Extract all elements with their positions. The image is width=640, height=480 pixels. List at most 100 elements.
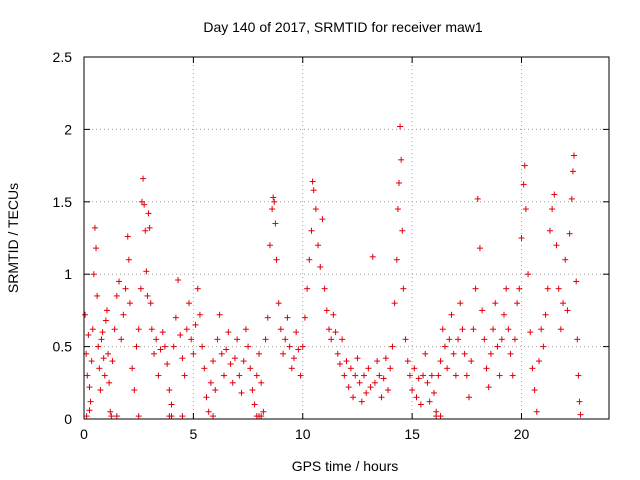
data-point [282, 336, 289, 343]
data-point [391, 300, 398, 307]
data-point [277, 326, 284, 333]
data-point [94, 292, 101, 299]
data-point [361, 372, 367, 379]
data-point [249, 387, 256, 394]
data-point [448, 311, 455, 318]
data-point [175, 276, 182, 283]
data-point [466, 394, 472, 401]
data-point [125, 256, 132, 263]
data-point [214, 336, 221, 343]
data-point [576, 398, 583, 405]
data-point [179, 355, 186, 362]
data-point [485, 384, 492, 391]
data-point [483, 365, 490, 372]
data-point [146, 224, 153, 231]
data-point [431, 389, 437, 396]
data-point [568, 195, 575, 202]
data-point [531, 387, 538, 394]
data-point [238, 389, 245, 396]
data-series [82, 123, 584, 420]
data-point [122, 285, 129, 292]
data-point [151, 350, 157, 357]
data-point [109, 358, 116, 365]
data-point [297, 372, 304, 379]
data-point [544, 285, 551, 292]
data-point [382, 355, 389, 362]
data-point [207, 379, 214, 386]
data-point [400, 285, 407, 292]
data-point [212, 387, 219, 394]
data-point [95, 343, 102, 350]
y-tick-label: 2.5 [53, 49, 73, 65]
data-point [387, 365, 394, 372]
data-point [459, 326, 466, 333]
data-point [509, 372, 516, 379]
data-point [422, 350, 429, 357]
data-point [472, 285, 479, 292]
data-point [179, 413, 186, 420]
data-point [496, 372, 503, 379]
data-point [87, 398, 94, 405]
data-point [284, 314, 291, 321]
x-axis-label: GPS time / hours [292, 458, 399, 474]
data-point [487, 350, 494, 357]
data-point [293, 329, 300, 336]
data-point [164, 360, 171, 367]
data-point [141, 201, 148, 208]
data-point [312, 206, 319, 213]
y-tick-label: 1 [64, 266, 72, 282]
data-point [457, 300, 464, 307]
data-point [474, 195, 481, 202]
data-point [492, 300, 499, 307]
data-point [415, 375, 422, 382]
data-point [291, 355, 297, 362]
data-point [378, 394, 385, 401]
data-point [188, 336, 195, 343]
data-point [153, 336, 160, 343]
data-point [111, 326, 118, 333]
data-point [190, 350, 197, 357]
data-point [131, 387, 138, 394]
x-tick-label: 5 [189, 426, 197, 442]
chart-title: Day 140 of 2017, SRMTID for receiver maw… [203, 19, 483, 35]
data-point [286, 343, 293, 350]
data-point [441, 343, 448, 350]
data-point [503, 285, 510, 292]
data-point [536, 358, 542, 365]
data-point [354, 355, 361, 362]
data-point [569, 168, 576, 175]
data-point [82, 311, 89, 318]
data-point [571, 152, 577, 159]
data-point [461, 350, 468, 357]
x-tick-label: 15 [404, 426, 420, 442]
data-point [273, 256, 280, 263]
data-point [574, 336, 581, 343]
data-point [463, 372, 470, 379]
data-point [168, 413, 175, 420]
data-point [450, 350, 457, 357]
data-point [511, 336, 518, 343]
data-point [310, 187, 317, 194]
grid [84, 57, 609, 419]
data-point [240, 358, 247, 365]
data-point [573, 278, 580, 285]
data-point [371, 379, 378, 386]
data-point [271, 198, 278, 205]
data-point [275, 300, 282, 307]
y-axis-label: SRMTID / TECUs [5, 183, 21, 293]
data-point [236, 372, 243, 379]
data-point [308, 227, 315, 234]
data-point [566, 230, 573, 237]
data-point [105, 350, 112, 357]
data-point [525, 271, 532, 278]
data-point [258, 379, 265, 386]
data-point [394, 206, 401, 213]
data-point [270, 194, 277, 201]
data-point [376, 372, 383, 379]
data-point [229, 379, 236, 386]
data-point [196, 311, 203, 318]
data-point [374, 358, 381, 365]
data-point [288, 365, 295, 372]
data-point [181, 372, 188, 379]
